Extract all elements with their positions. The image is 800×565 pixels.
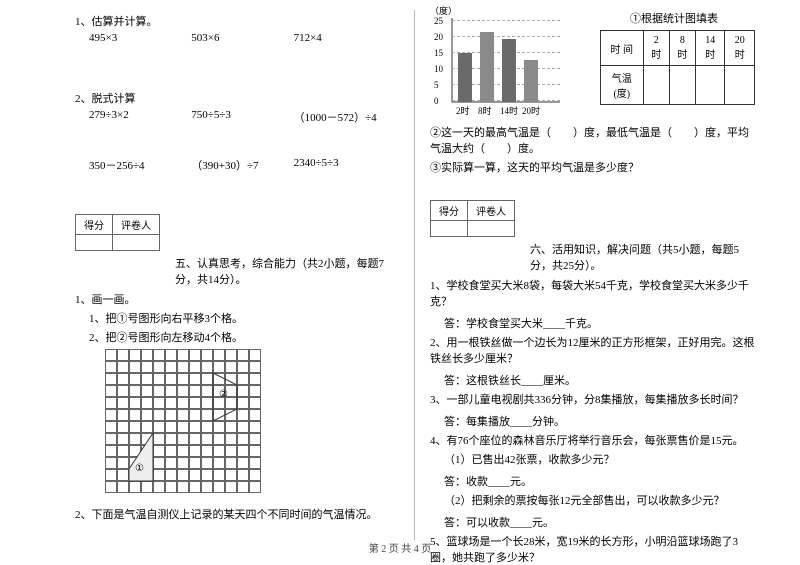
x-tick: 14时 [500, 104, 518, 117]
y-tick: 25 [434, 16, 443, 26]
problem-4-1: （1）已售出42张票，收款多少元？ [430, 451, 755, 467]
gridline [452, 20, 560, 21]
q1-items: 495×3 503×6 712×4 [75, 32, 399, 44]
y-tick: 10 [434, 64, 443, 74]
y-tick: 5 [434, 80, 439, 90]
q2-title: 2、脱式计算 [75, 90, 399, 106]
answer-2: 答：这根铁丝长____厘米。 [444, 372, 755, 388]
calc-item: 503×6 [191, 32, 293, 44]
translation-grid: ① ② [105, 349, 261, 493]
x-tick: 8时 [478, 104, 492, 117]
chart-bar [524, 60, 538, 102]
bar-chart: （度） 25201510502时8时14时20时 [430, 10, 570, 120]
table-cell [725, 66, 755, 105]
calc-item: 750÷5÷3 [191, 109, 293, 125]
table-col: 8时 [669, 31, 695, 66]
calc-item: （1000－572）÷4 [294, 109, 396, 125]
section6-title: 六、活用知识，解决问题（共5小题，每题5分，共25分）。 [530, 241, 755, 273]
answer-4-2: 答：可以收款____元。 [444, 514, 755, 530]
score-table: 得分评卷人 [430, 200, 515, 237]
chart-bar [458, 53, 472, 102]
y-tick: 0 [434, 96, 439, 106]
table-header: 气温(度) [601, 66, 644, 105]
chart-q3: ③实际算一算，这天的平均气温是多少度？ [430, 159, 755, 175]
section5-title: 五、认真思考，综合能力（共2小题，每题7分，共14分）。 [175, 255, 399, 287]
calc-item: 279÷3×2 [89, 109, 191, 125]
table-cell [696, 66, 725, 105]
y-tick: 20 [434, 32, 443, 42]
chart-bar [480, 32, 494, 102]
problem-3: 3、一部儿童电视剧共336分钟，分8集播放，每集播放多长时间？ [430, 391, 755, 407]
answer-3: 答：每集播放____分钟。 [444, 413, 755, 429]
score-label: 评卷人 [468, 201, 515, 221]
problem-5: 5、篮球场是一个长28米，宽19米的长方形，小明沿篮球场跑了3圈，她共跑了多少米… [430, 533, 755, 565]
q5-1-sub2: 2、把②号图形向左移动4个格。 [75, 329, 399, 345]
x-tick: 2时 [456, 104, 470, 117]
q5-1-title: 1、画一画。 [75, 291, 399, 307]
problem-2: 2、用一根铁丝做一个边长为12厘米的正方形框架，正好用完。这根铁丝长多少厘米？ [430, 334, 755, 366]
q2-row2: 350－256÷4 （390+30）÷7 2340÷5÷3 [75, 157, 399, 173]
chart-q2: ②这一天的最高气温是（ ）度，最低气温是（ ）度，平均气温大约（ ）度。 [430, 124, 755, 156]
q1-title: 1、估算并计算。 [75, 13, 399, 29]
score-cell [431, 221, 468, 237]
shape2-label: ② [219, 389, 228, 400]
score-label: 得分 [76, 215, 113, 235]
table-col: 2时 [643, 31, 669, 66]
table-col: 14时 [696, 31, 725, 66]
left-column: 1、估算并计算。 495×3 503×6 712×4 2、脱式计算 279÷3×… [60, 10, 415, 540]
answer-4-1: 答：收款____元。 [444, 473, 755, 489]
score-cell [76, 235, 113, 251]
q2-row1: 279÷3×2 750÷5÷3 （1000－572）÷4 [75, 109, 399, 125]
chart-section: （度） 25201510502时8时14时20时 ①根据统计图填表 时 间 2时… [430, 10, 755, 120]
shape1-label: ① [135, 463, 144, 474]
score-cell [468, 221, 515, 237]
gridline [452, 36, 560, 37]
x-tick: 20时 [522, 104, 540, 117]
table-header: 时 间 [601, 31, 644, 66]
answer-1: 答：学校食堂买大米____千克。 [444, 315, 755, 331]
chart-title: ①根据统计图填表 [630, 10, 718, 26]
problem-4: 4、有76个座位的森林音乐厅将举行音乐会，每张票售价是15元。 [430, 432, 755, 448]
q5-2: 2、下面是气温自测仪上记录的某天四个不同时间的气温情况。 [75, 506, 399, 522]
calc-item: 350－256÷4 [89, 157, 191, 173]
score-label: 评卷人 [113, 215, 160, 235]
right-column: （度） 25201510502时8时14时20时 ①根据统计图填表 时 间 2时… [415, 10, 770, 540]
q5-1-sub1: 1、把①号图形向右平移3个格。 [75, 310, 399, 326]
table-cell [669, 66, 695, 105]
shapes-svg [105, 349, 261, 493]
y-tick: 15 [434, 48, 443, 58]
calc-item: 2340÷5÷3 [294, 157, 396, 173]
score-cell [113, 235, 160, 251]
data-table: 时 间 2时 8时 14时 20时 气温(度) [600, 30, 755, 105]
problem-1: 1、学校食堂买大米8袋，每袋大米54千克，学校食堂买大米多少千克？ [430, 277, 755, 309]
score-label: 得分 [431, 201, 468, 221]
table-cell [643, 66, 669, 105]
problem-4-2: （2）把剩余的票按每张12元全部售出，可以收款多少元？ [430, 492, 755, 508]
calc-item: 495×3 [89, 32, 191, 44]
calc-item: 712×4 [294, 32, 396, 44]
calc-item: （390+30）÷7 [191, 157, 293, 173]
table-col: 20时 [725, 31, 755, 66]
score-table: 得分评卷人 [75, 214, 160, 251]
chart-bar [502, 39, 516, 102]
